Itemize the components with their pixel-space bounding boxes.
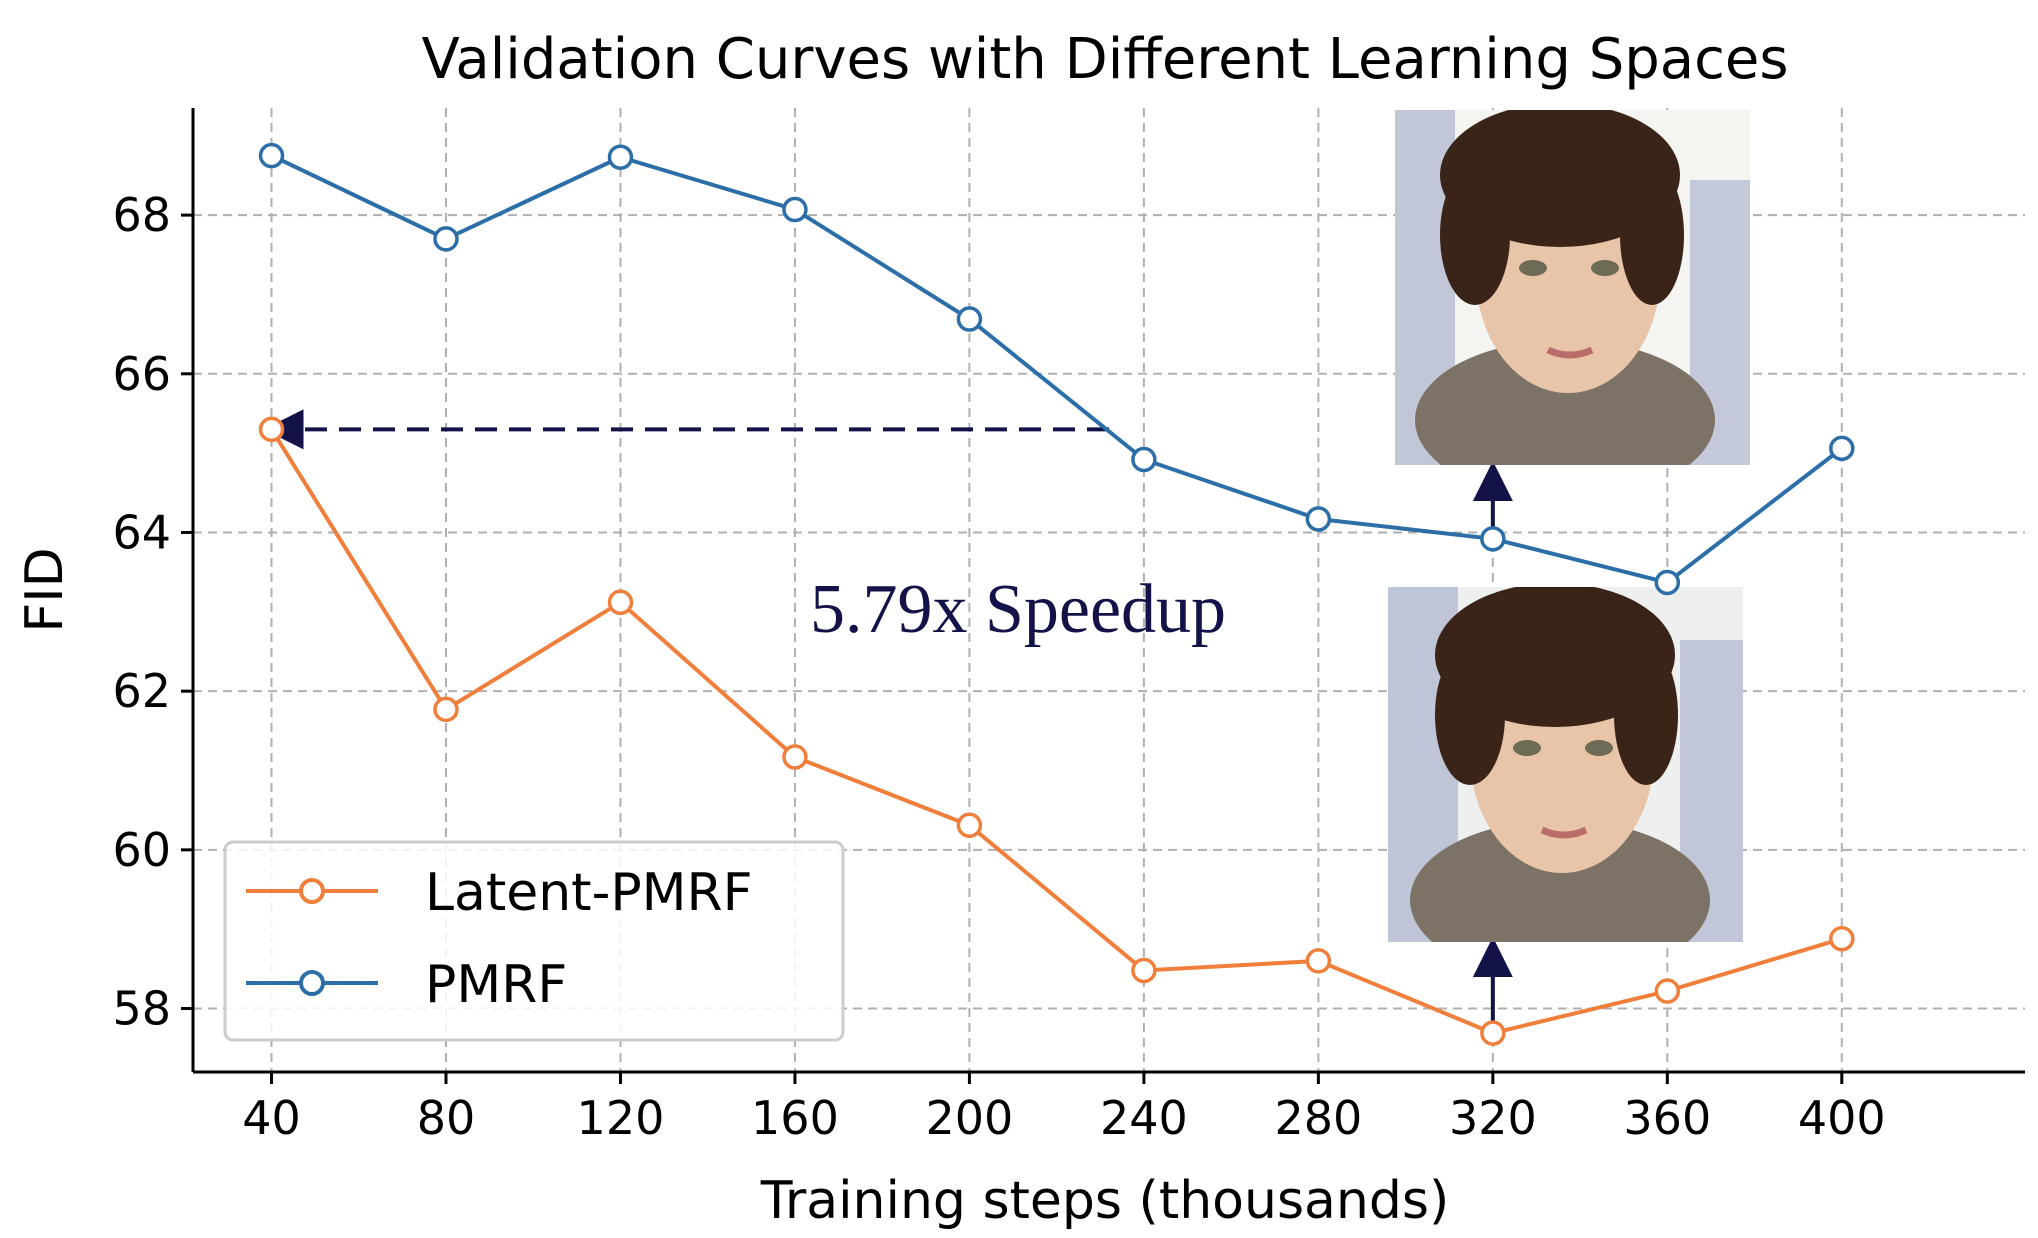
x-tick-label: 320 <box>1449 1091 1537 1145</box>
data-point-pmrf <box>258 142 285 169</box>
pmrf-sample-photo <box>1395 110 1750 465</box>
data-point-latent-pmrf <box>607 589 634 616</box>
legend: Latent-PMRF PMRF <box>223 840 845 1042</box>
data-point-pmrf <box>1480 526 1506 552</box>
x-tick-label: 200 <box>926 1091 1014 1145</box>
data-point-latent-pmrf <box>782 744 808 770</box>
data-point-latent-pmrf <box>1654 978 1681 1004</box>
legend-label-pmrf: PMRF <box>425 955 567 1015</box>
series <box>258 142 1855 1046</box>
data-point-pmrf <box>782 196 808 223</box>
y-tick-label: 60 <box>112 823 171 877</box>
x-tick-label: 40 <box>242 1091 301 1145</box>
x-tick-label: 80 <box>417 1091 476 1145</box>
x-tick-label: 400 <box>1798 1091 1886 1145</box>
chart-title: Validation Curves with Different Learnin… <box>421 27 1788 92</box>
y-tick-label: 68 <box>112 188 171 242</box>
data-point-pmrf <box>1829 435 1855 462</box>
data-point-pmrf <box>1654 569 1681 596</box>
data-point-pmrf <box>956 306 983 332</box>
y-tick-label: 66 <box>112 347 171 401</box>
x-tick-label: 120 <box>577 1091 665 1145</box>
legend-marker-latent-pmrf <box>299 878 325 904</box>
data-point-pmrf <box>1131 446 1157 473</box>
series-line-latent-pmrf <box>269 428 1843 1036</box>
data-point-latent-pmrf <box>1829 925 1855 952</box>
x-tick-label: 160 <box>751 1091 839 1145</box>
x-tick-label: 360 <box>1623 1091 1711 1145</box>
axis-ticks: 40 80 120 160 200 240 280 320 360 400 58 60 62 64 66 68 <box>112 188 1885 1145</box>
data-point-pmrf <box>607 144 634 170</box>
annotation-arrows <box>263 409 1513 1025</box>
series-line-pmrf <box>270 153 1844 585</box>
x-tick-label: 280 <box>1274 1091 1362 1145</box>
data-point-latent-pmrf <box>1480 1020 1506 1046</box>
latent-pmrf-sample-photo <box>1388 587 1743 942</box>
x-tick-label: 240 <box>1100 1091 1188 1145</box>
speedup-annotation: 5.79x Speedup <box>810 571 1226 648</box>
data-point-latent-pmrf <box>258 416 285 443</box>
data-point-pmrf <box>433 226 459 252</box>
y-tick-label: 62 <box>112 664 171 718</box>
x-axis-title: Training steps (thousands) <box>760 1171 1450 1231</box>
y-axis-title: FID <box>15 547 75 632</box>
y-tick-label: 58 <box>112 982 171 1036</box>
data-point-latent-pmrf <box>956 812 983 838</box>
legend-marker-pmrf <box>299 970 325 996</box>
data-point-pmrf <box>1305 506 1332 532</box>
data-point-latent-pmrf <box>1131 957 1157 984</box>
legend-label-latent-pmrf: Latent-PMRF <box>425 863 753 923</box>
y-tick-label: 64 <box>112 505 171 559</box>
data-point-latent-pmrf <box>433 696 459 723</box>
legend-box <box>223 840 845 1042</box>
data-point-latent-pmrf <box>1305 948 1332 974</box>
